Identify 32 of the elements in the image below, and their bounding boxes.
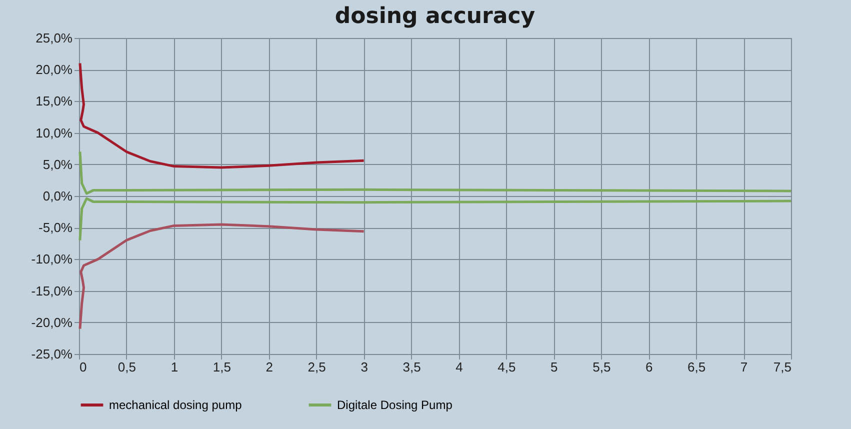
- x-tick-label: 5: [550, 360, 558, 374]
- x-tick-label: 4,5: [498, 360, 516, 374]
- y-tick-label: 20,0%: [36, 62, 73, 78]
- x-tick-label: 7: [740, 360, 748, 374]
- x-tick-label: 2: [266, 360, 273, 374]
- y-tick-label: -25,0%: [31, 346, 73, 362]
- x-tick-label: 7,5: [773, 360, 792, 374]
- y-tick-label: 5,0%: [42, 156, 73, 172]
- x-tick-label: 0,5: [118, 360, 136, 374]
- line-series: [78, 223, 366, 330]
- x-tick-label: 1: [170, 360, 178, 374]
- y-tick-label: 10,0%: [36, 125, 73, 140]
- x-tick-label: 3: [360, 360, 368, 374]
- x-tick-label: 6,5: [688, 360, 706, 374]
- legend-label: Digitale Dosing Pump: [337, 398, 453, 412]
- y-tick-label: -15,0%: [31, 283, 73, 298]
- x-tick-label: 6: [645, 360, 653, 374]
- y-tick-label: -10,0%: [31, 252, 73, 267]
- x-tick-label: 4: [456, 360, 463, 374]
- x-tick-label: 3,5: [402, 360, 421, 374]
- y-tick-label: 15,0%: [36, 94, 73, 109]
- x-tick-label: 0: [80, 360, 87, 374]
- y-tick-label: -20,0%: [31, 314, 73, 330]
- y-tick-label: 25,0%: [36, 30, 73, 46]
- legend-label: mechanical dosing pump: [109, 398, 242, 412]
- chart-title: dosing accuracy: [334, 4, 536, 29]
- x-tick-label: 5,5: [592, 360, 611, 374]
- x-tick-label: 1,5: [212, 360, 231, 374]
- y-tick-label: -5,0%: [38, 220, 73, 236]
- x-tick-label: 2,5: [308, 360, 326, 374]
- y-tick-label: 0,0%: [42, 188, 73, 204]
- line-series: [78, 62, 366, 169]
